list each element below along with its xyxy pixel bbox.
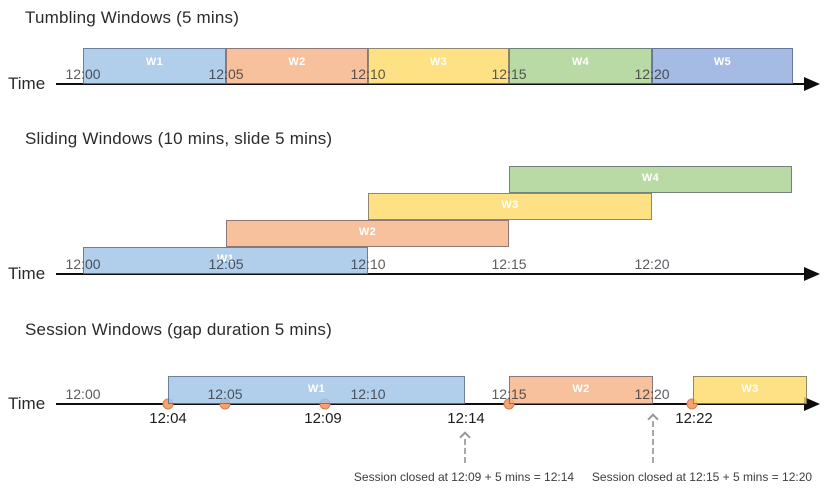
timeline-axis xyxy=(56,83,806,85)
window-label: W3 xyxy=(429,55,448,68)
time-tick-label: 12:20 xyxy=(634,256,670,272)
time-axis-label: Time xyxy=(8,74,46,93)
window-box-tumbling-w3: W3 xyxy=(368,48,509,84)
window-label: W3 xyxy=(741,382,759,395)
timeline-axis xyxy=(56,273,806,275)
window-label: W4 xyxy=(641,172,660,184)
time-tick-label: 12:00 xyxy=(65,66,101,82)
window-box-sliding-w3: W3 xyxy=(368,193,652,220)
window-box-session-w1: W1 xyxy=(168,376,465,404)
window-label: W3 xyxy=(501,199,519,211)
window-label: W1 xyxy=(145,55,164,68)
event-time-label: 12:04 xyxy=(149,410,187,427)
time-tick-label: 12:05 xyxy=(207,386,243,402)
time-tick-label: 12:10 xyxy=(350,386,386,402)
event-time-label: 12:22 xyxy=(675,410,713,427)
window-label: W4 xyxy=(571,55,590,68)
timeline-arrow-icon xyxy=(804,267,820,281)
window-label: W5 xyxy=(713,55,732,68)
window-box-session-w3: W3 xyxy=(693,376,807,404)
window-box-session-w2: W2 xyxy=(509,376,653,404)
event-dot xyxy=(686,398,698,410)
time-tick-label: 12:20 xyxy=(634,386,670,402)
window-box-tumbling-w1: W1 xyxy=(83,48,226,84)
time-tick-label: 12:15 xyxy=(491,256,527,272)
event-time-label: 12:09 xyxy=(304,410,342,427)
time-tick-label: 12:15 xyxy=(491,66,527,82)
window-box-sliding-w1: W1 xyxy=(83,247,368,274)
window-label: W1 xyxy=(216,253,235,265)
timeline-arrow-icon xyxy=(804,77,820,91)
time-tick-label: 12:05 xyxy=(208,256,244,272)
window-label: W2 xyxy=(358,226,377,238)
time-axis-label: Time xyxy=(8,264,46,283)
window-box-sliding-w4: W4 xyxy=(509,166,792,193)
section-title-sliding: Sliding Windows (10 mins, slide 5 mins) xyxy=(25,129,333,148)
time-tick-label: 12:10 xyxy=(350,66,386,82)
time-tick-label: 12:15 xyxy=(491,386,527,402)
annotation-arrow xyxy=(652,421,654,463)
time-tick-label: 12:05 xyxy=(208,66,244,82)
window-box-sliding-w2: W2 xyxy=(226,220,509,247)
window-box-tumbling-w5: W5 xyxy=(652,48,793,84)
event-time-label: 12:14 xyxy=(447,410,485,427)
window-label: W2 xyxy=(572,382,590,395)
session-closed-annotation: Session closed at 12:15 + 5 mins = 12:20 xyxy=(591,470,813,484)
time-tick-label: 12:00 xyxy=(65,256,101,272)
timeline-axis xyxy=(56,403,806,405)
time-axis-label: Time xyxy=(8,394,46,413)
session-closed-annotation: Session closed at 12:09 + 5 mins = 12:14 xyxy=(353,470,575,484)
section-title-session: Session Windows (gap duration 5 mins) xyxy=(25,320,332,339)
time-tick-label: 12:00 xyxy=(65,386,101,402)
section-title-tumbling: Tumbling Windows (5 mins) xyxy=(25,8,240,27)
timeline-arrow-icon xyxy=(804,397,820,411)
time-tick-label: 12:10 xyxy=(350,256,386,272)
window-box-tumbling-w2: W2 xyxy=(226,48,368,84)
annotation-arrow xyxy=(464,439,466,463)
time-tick-label: 12:20 xyxy=(634,66,670,82)
window-label: W2 xyxy=(288,55,306,68)
window-box-tumbling-w4: W4 xyxy=(509,48,652,84)
window-label: W1 xyxy=(307,382,326,395)
